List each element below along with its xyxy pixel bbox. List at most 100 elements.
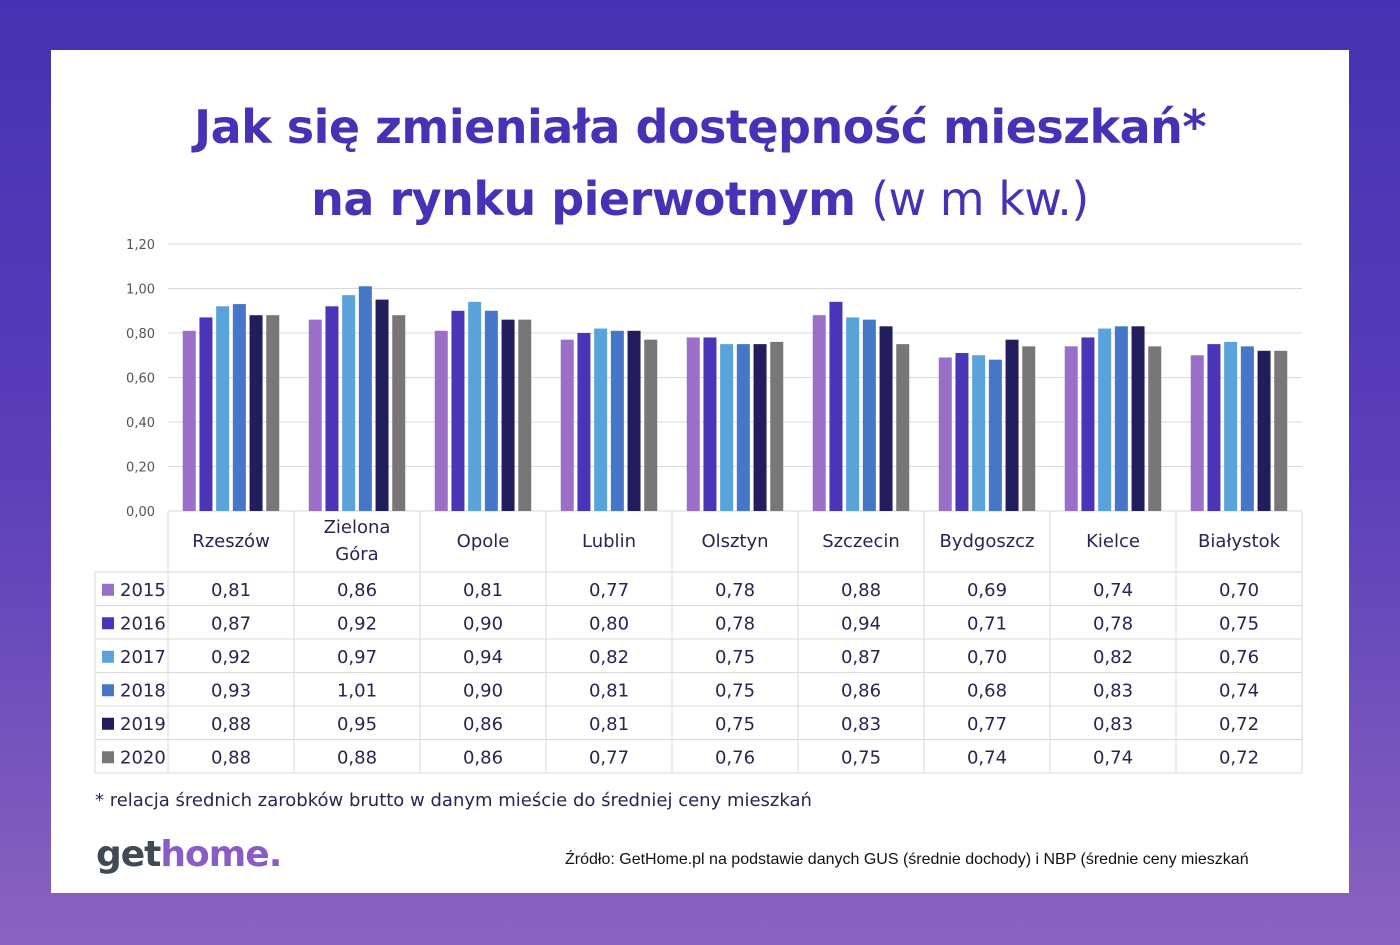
bar-2020 — [1274, 350, 1288, 511]
table-cell: 0,93 — [211, 680, 251, 701]
table-cell: 0,69 — [967, 580, 1007, 601]
footnote: * relacja średnich zarobków brutto w dan… — [95, 790, 812, 811]
table-cell: 0,71 — [967, 613, 1007, 634]
table-cell: 0,75 — [1219, 613, 1259, 634]
table-cell: 0,82 — [1093, 647, 1133, 668]
chart-title-line2: na rynku pierwotnym (w m kw.) — [0, 172, 1400, 226]
table-cell: 0,78 — [715, 580, 755, 601]
table-cell: 0,78 — [1093, 613, 1133, 634]
table-cell: 0,75 — [715, 714, 755, 735]
legend-label: 2015 — [120, 580, 166, 601]
bar-2019 — [1005, 339, 1019, 511]
table-cell: 0,94 — [841, 613, 881, 634]
bar-2015 — [182, 330, 196, 511]
table-cell: 0,81 — [211, 580, 251, 601]
title-bold: na rynku pierwotnym — [311, 172, 856, 226]
table-cell: 0,70 — [967, 647, 1007, 668]
table-cell: 0,68 — [967, 680, 1007, 701]
table-cell: 0,95 — [337, 714, 377, 735]
table-cell: 0,92 — [337, 613, 377, 634]
table-cell: 0,90 — [463, 680, 503, 701]
table-cell: 0,87 — [211, 613, 251, 634]
legend-swatch-2017 — [102, 650, 114, 663]
y-tick-label: 0,60 — [126, 372, 155, 387]
category-label: Opole — [457, 531, 510, 552]
bar-2019 — [375, 299, 389, 511]
table-cell: 0,74 — [1219, 680, 1259, 701]
bar-2016 — [829, 301, 843, 511]
bar-2015 — [812, 315, 826, 511]
bar-2015 — [434, 330, 448, 511]
legend-swatch-2016 — [102, 617, 114, 630]
bar-2019 — [501, 319, 515, 511]
logo-get: get — [96, 834, 161, 875]
bar-2018 — [736, 344, 750, 511]
bar-2018 — [484, 310, 498, 511]
table-cell: 0,83 — [1093, 680, 1133, 701]
bar-2019 — [627, 330, 641, 511]
bar-2019 — [753, 344, 767, 511]
bar-2018 — [988, 359, 1002, 511]
bar-2020 — [896, 344, 910, 511]
table-cell: 0,92 — [211, 647, 251, 668]
table-cell: 0,74 — [1093, 747, 1133, 768]
bar-2018 — [358, 286, 372, 511]
bar-2015 — [938, 357, 952, 511]
bar-2017 — [1098, 328, 1112, 511]
y-tick-label: 0,80 — [126, 327, 155, 342]
category-label: Bydgoszcz — [939, 531, 1034, 552]
table-cell: 0,77 — [589, 747, 629, 768]
category-label: Białystok — [1198, 531, 1281, 552]
table-cell: 0,86 — [841, 680, 881, 701]
chart-title-line1: Jak się zmieniała dostępność mieszkań* — [193, 100, 1207, 154]
table-cell: 0,75 — [841, 747, 881, 768]
table-cell: 0,86 — [337, 580, 377, 601]
title-unit: (w m kw.) — [871, 172, 1089, 226]
table-cell: 0,87 — [841, 647, 881, 668]
y-tick-label: 0,20 — [126, 461, 155, 476]
table-cell: 0,88 — [211, 747, 251, 768]
bar-2017 — [342, 295, 356, 511]
bar-2017 — [468, 301, 482, 511]
legend-swatch-2019 — [102, 717, 114, 730]
table-cell: 0,82 — [589, 647, 629, 668]
bar-2015 — [686, 337, 700, 511]
bar-2019 — [879, 326, 893, 511]
table-cell: 0,72 — [1219, 747, 1259, 768]
bar-2016 — [451, 310, 465, 511]
bar-2016 — [1081, 337, 1095, 511]
source-note: Źródło: GetHome.pl na podstawie danych G… — [565, 851, 1249, 868]
bar-2016 — [955, 353, 969, 511]
bar-2016 — [325, 306, 339, 511]
table-cell: 0,83 — [1093, 714, 1133, 735]
bar-2019 — [1131, 326, 1145, 511]
bar-2016 — [703, 337, 717, 511]
legend-swatch-2020 — [102, 751, 114, 764]
y-tick-label: 0,00 — [126, 505, 155, 520]
category-label-line: Góra — [335, 544, 378, 565]
bar-2020 — [1022, 346, 1036, 511]
category-label-line: Zielona — [324, 517, 391, 538]
bar-2015 — [1190, 355, 1204, 511]
table-cell: 0,78 — [715, 613, 755, 634]
table-cell: 0,81 — [463, 580, 503, 601]
bar-2020 — [266, 315, 280, 511]
legend-label: 2018 — [120, 680, 166, 701]
bar-2019 — [1257, 350, 1271, 511]
bar-2017 — [846, 317, 860, 511]
bar-2018 — [232, 304, 246, 511]
table-cell: 0,77 — [589, 580, 629, 601]
y-tick-label: 0,40 — [126, 416, 155, 431]
bar-2020 — [518, 319, 532, 511]
bar-2016 — [577, 333, 591, 511]
legend-label: 2020 — [120, 747, 166, 768]
bar-2018 — [1114, 326, 1128, 511]
category-label: Olsztyn — [701, 531, 768, 552]
logo-home: home. — [160, 834, 282, 875]
table-cell: 0,75 — [715, 647, 755, 668]
bar-2015 — [308, 319, 322, 511]
table-cell: 0,80 — [589, 613, 629, 634]
category-label: Lublin — [582, 531, 636, 552]
y-tick-label: 1,20 — [126, 238, 155, 253]
